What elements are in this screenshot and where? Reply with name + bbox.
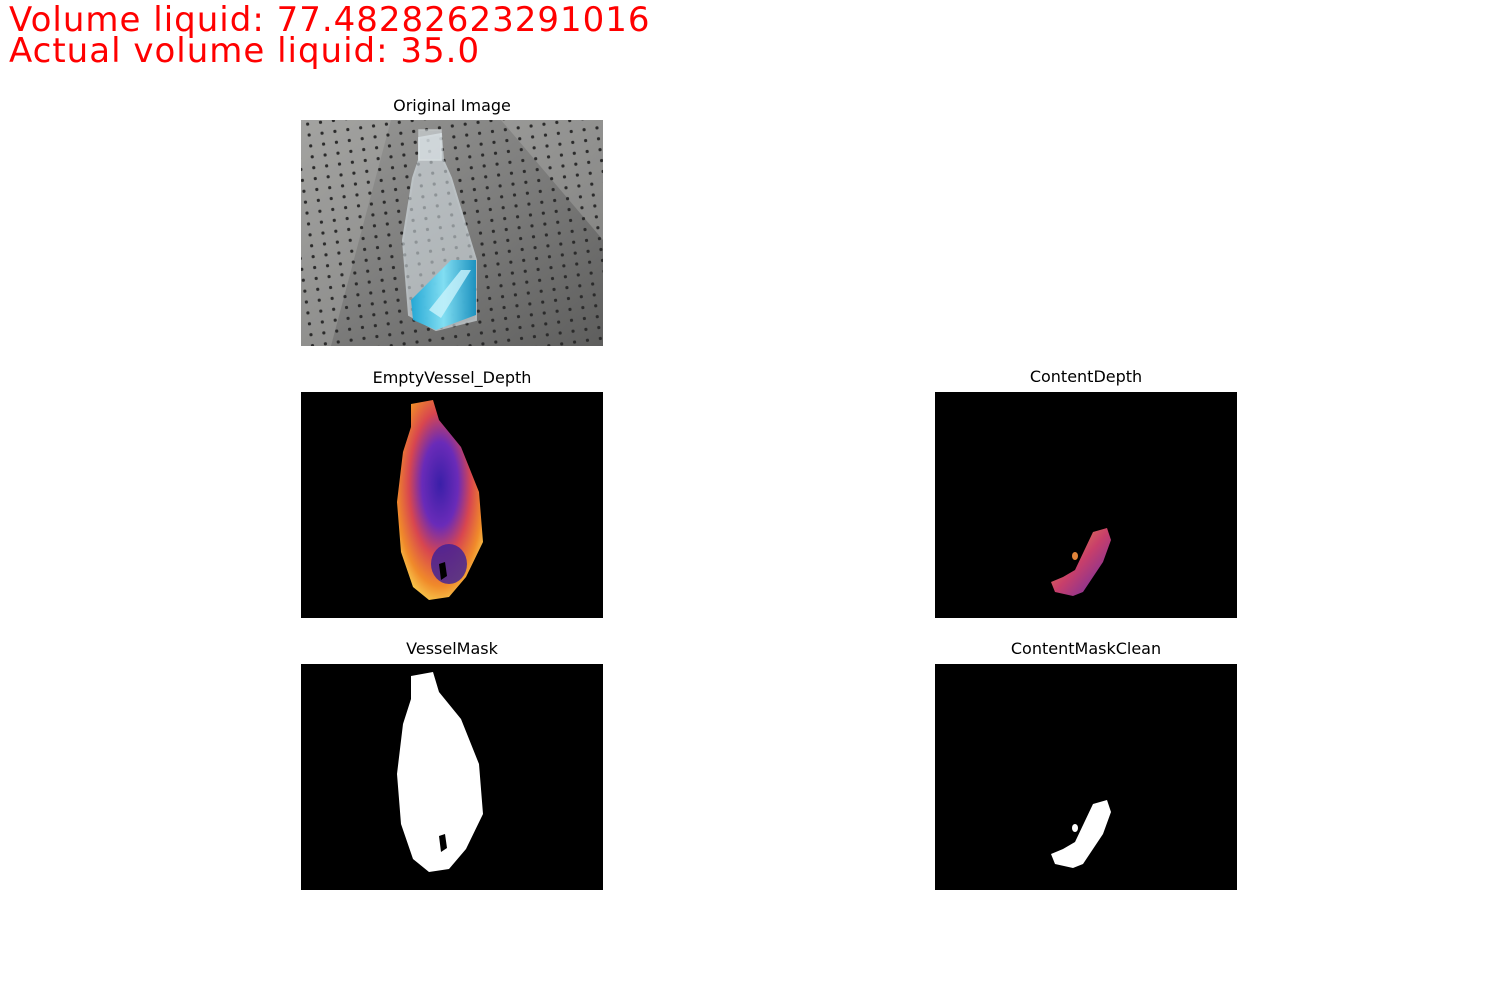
original-image-title: Original Image	[393, 96, 511, 115]
volume-liquid-readout: Volume liquid: 77.48282623291016	[9, 0, 651, 40]
content-depth-map	[1051, 528, 1111, 596]
content-depth-title: ContentDepth	[1029, 367, 1143, 386]
content-depth-panel	[935, 392, 1237, 618]
empty-vessel-depth-map	[397, 400, 483, 600]
original-image-panel	[301, 120, 603, 346]
vessel-mask-image	[397, 672, 483, 872]
vessel-mask-title: VesselMask	[406, 639, 498, 658]
content-mask-clean-panel	[935, 664, 1237, 890]
actual-volume-readout: Actual volume liquid: 35.0	[9, 31, 481, 71]
vessel-mask-panel	[301, 664, 603, 890]
empty-vessel-depth-panel	[301, 392, 603, 618]
original-image-picture	[301, 120, 603, 346]
content-mask-clean-image	[1051, 800, 1111, 868]
empty-vessel-depth-title: EmptyVessel_Depth	[372, 368, 532, 387]
content-mask-clean-title: ContentMaskClean	[1010, 639, 1162, 658]
